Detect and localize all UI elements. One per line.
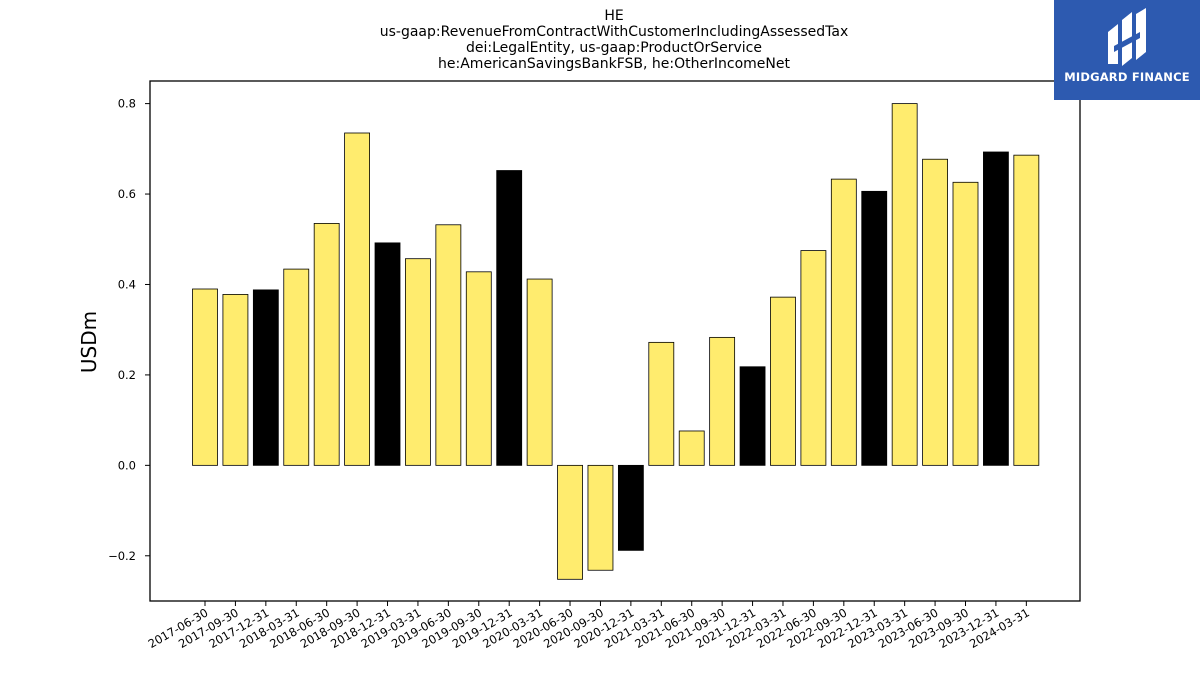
bar-2021-06-30 [678, 430, 705, 466]
midgard-finance-logo: MIDGARD FINANCE [1054, 0, 1200, 100]
logo-text: MIDGARD FINANCE [1064, 70, 1190, 84]
y-tick-label: 0.4 [118, 277, 136, 291]
bar-2019-03-31 [405, 258, 431, 466]
bar-2017-06-30 [192, 288, 218, 466]
bar-2022-06-30 [800, 250, 827, 466]
y-axis-label: USDm [77, 311, 101, 373]
bar-2023-03-31 [891, 103, 918, 466]
bar-2017-09-30 [222, 294, 249, 466]
plot-frame [149, 80, 1081, 602]
chart-title-line-4: he:AmericanSavingsBankFSB, he:OtherIncom… [438, 56, 790, 72]
bar-2019-09-30 [465, 271, 492, 466]
y-tick-label: 0.8 [118, 97, 136, 111]
bar-2018-09-30 [344, 132, 371, 466]
y-tick-label: 0.6 [118, 187, 136, 201]
bar-2020-06-30 [557, 464, 583, 580]
logo-mark-icon [1108, 8, 1146, 66]
bar-2023-06-30 [922, 158, 948, 466]
y-tick-label: 0.0 [118, 458, 136, 472]
chart-title: HE us-gaap:RevenueFromContractWithCustom… [380, 8, 849, 72]
bar-2021-03-31 [648, 341, 675, 466]
bar-2017-12-31 [252, 289, 279, 466]
bar-2021-12-31 [739, 366, 766, 466]
bar-2022-09-30 [830, 178, 857, 466]
bar-2020-03-31 [526, 278, 553, 466]
bar-2023-12-31 [983, 151, 1009, 466]
bar-2021-09-30 [709, 336, 736, 466]
bar-2020-09-30 [587, 464, 614, 571]
bar-2019-06-30 [435, 224, 462, 466]
bar-2018-12-31 [374, 242, 401, 466]
bar-2024-03-31 [1013, 154, 1040, 466]
bar-2020-12-31 [617, 464, 644, 551]
y-tick-label: 0.2 [118, 368, 136, 382]
y-tick-label: −0.2 [108, 549, 136, 563]
bar-2022-03-31 [770, 296, 796, 466]
bar-2019-12-31 [496, 170, 523, 466]
chart-title-line-2: us-gaap:RevenueFromContractWithCustomerI… [380, 24, 849, 40]
bar-2023-09-30 [952, 181, 979, 466]
chart-title-line-1: HE [604, 8, 623, 24]
bar-2018-03-31 [283, 268, 310, 466]
chart-title-line-3: dei:LegalEntity, us-gaap:ProductOrServic… [466, 40, 762, 56]
bar-2018-06-30 [313, 223, 340, 466]
bar-2022-12-31 [861, 190, 888, 466]
